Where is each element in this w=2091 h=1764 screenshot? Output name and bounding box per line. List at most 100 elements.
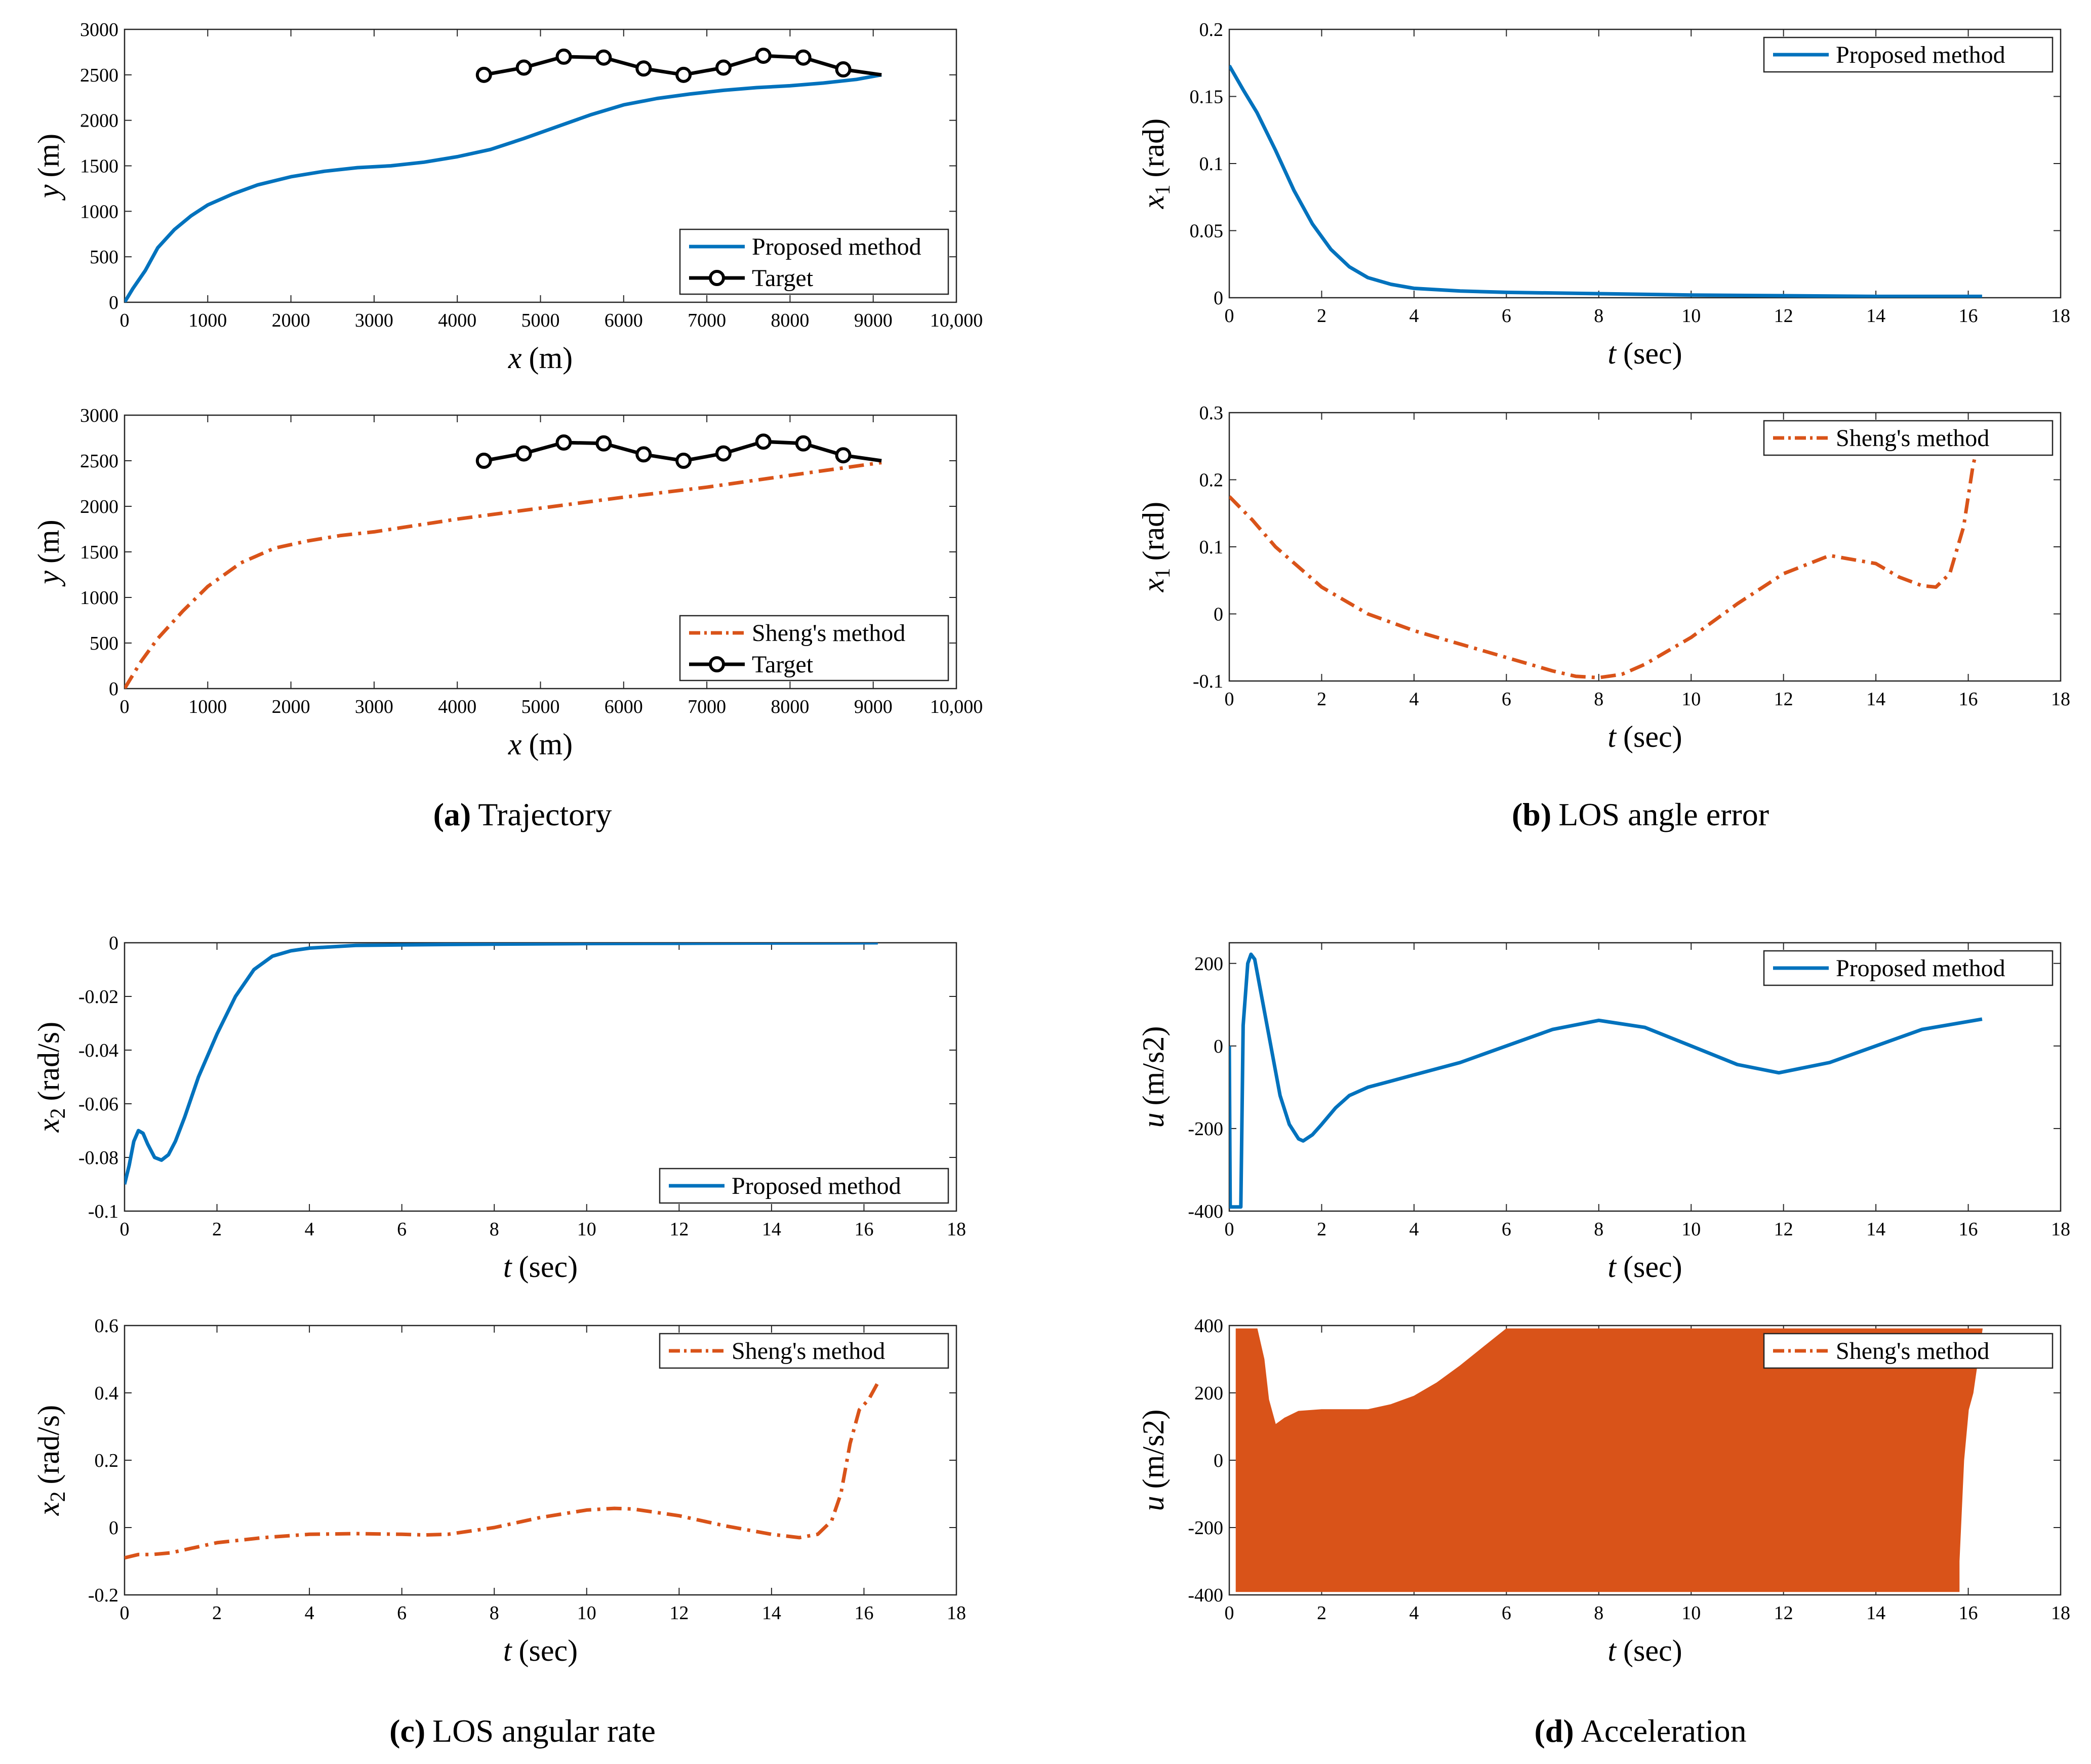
target-marker bbox=[795, 435, 812, 452]
x-tick-label: 0 bbox=[1225, 689, 1234, 710]
target-marker bbox=[555, 48, 572, 65]
x-axis-label: x (m) bbox=[508, 341, 573, 375]
x-tick-label: 6 bbox=[397, 1219, 407, 1240]
y-tick-label: 0 bbox=[109, 292, 118, 313]
series-line-proposed-method bbox=[125, 943, 878, 1185]
x-tick-label: 6 bbox=[1502, 1219, 1511, 1240]
y-axis-label: y(m) bbox=[32, 134, 65, 201]
target-marker bbox=[635, 446, 652, 463]
x-tick-label: 8 bbox=[1594, 689, 1603, 710]
series-line-proposed-method bbox=[125, 73, 882, 302]
caption-c-letter: (c) bbox=[389, 1713, 425, 1749]
chart-acceleration-sheng: 0 2 4 6 8 10 12 14 16 18 -400 -200 0 200 400 t (sec) u(m/… bbox=[1137, 1315, 2070, 1667]
y-tick-label: 0.05 bbox=[1190, 221, 1224, 242]
y-tick-label: 0.2 bbox=[1199, 19, 1224, 41]
x-tick-label: 0 bbox=[120, 1219, 130, 1240]
target-marker bbox=[515, 445, 532, 462]
chart-los-angular-rate-proposed: 0 2 4 6 8 10 12 14 16 18 -0.1 -0.08 -0.06 -0.04 -0.02 0… bbox=[32, 933, 966, 1284]
y-tick-label: 0 bbox=[1214, 1450, 1223, 1471]
x-tick-label: 18 bbox=[2051, 1219, 2070, 1240]
target-marker bbox=[835, 61, 852, 78]
x-tick-label: 16 bbox=[1959, 689, 1978, 710]
legend-box bbox=[679, 228, 949, 295]
y-tick-label: 0.1 bbox=[1199, 153, 1224, 175]
y-tick-label: -0.06 bbox=[78, 1094, 118, 1115]
legend: Sheng's method bbox=[1763, 1333, 2054, 1369]
x-tick-label: 4 bbox=[1409, 1219, 1419, 1240]
legend: Sheng's method bbox=[1763, 420, 2054, 456]
y-tick-label: 2500 bbox=[80, 451, 118, 472]
x-tick-label: 14 bbox=[1866, 689, 1885, 710]
x-tick-label: 8 bbox=[1594, 1602, 1603, 1624]
x-tick-label: 14 bbox=[762, 1602, 781, 1624]
x-tick-label: 2 bbox=[1317, 1219, 1326, 1240]
x-tick-label: 9000 bbox=[854, 310, 893, 331]
y-tick-label: -0.02 bbox=[78, 986, 118, 1008]
x-tick-label: 2 bbox=[1317, 305, 1326, 327]
y-tick-label: 0.2 bbox=[1199, 470, 1224, 491]
x-tick-label: 4 bbox=[1409, 689, 1419, 710]
x-tick-label: 18 bbox=[2051, 1602, 2070, 1624]
legend-label: Proposed method bbox=[732, 1173, 901, 1199]
legend: Sheng's method Target bbox=[679, 615, 949, 681]
x-tick-label: 6000 bbox=[605, 310, 643, 331]
legend: Proposed method bbox=[1763, 36, 2054, 73]
x-tick-label: 0 bbox=[1225, 1602, 1234, 1624]
x-tick-label: 18 bbox=[947, 1219, 966, 1240]
y-axis-label: x2(rad/s) bbox=[32, 1022, 70, 1133]
x-tick-label: 5000 bbox=[521, 696, 560, 717]
x-tick-label: 4 bbox=[1409, 1602, 1419, 1624]
y-tick-label: 2500 bbox=[80, 65, 118, 86]
legend-box bbox=[679, 615, 949, 681]
series-group bbox=[1229, 952, 1983, 1209]
x-tick-label: 10 bbox=[1681, 689, 1701, 710]
x-tick-label: 12 bbox=[1774, 1602, 1793, 1624]
chart-acceleration-proposed: 0 2 4 6 8 10 12 14 16 18 -400 -200 0 200 t (sec) u(m/s2)… bbox=[1137, 942, 2070, 1284]
y-tick-label: 0.3 bbox=[1199, 403, 1224, 424]
x-tick-label: 2 bbox=[212, 1602, 222, 1624]
legend: Proposed method Target bbox=[679, 228, 949, 295]
x-tick-label: 14 bbox=[1866, 1219, 1885, 1240]
x-tick-label: 6 bbox=[1502, 689, 1511, 710]
plot-area bbox=[124, 1325, 957, 1596]
series-group bbox=[125, 943, 878, 1185]
series-band-sheng bbox=[1235, 1328, 1983, 1592]
legend: Proposed method bbox=[659, 1168, 949, 1204]
y-tick-label: 200 bbox=[1194, 953, 1223, 975]
y-tick-label: 1500 bbox=[80, 542, 118, 563]
plot-area bbox=[124, 942, 957, 1212]
chart-trajectory-sheng: 0 1000 2000 3000 4000 5000 6000 7000 8000 9000 10,… bbox=[32, 405, 983, 761]
y-axis-label: y(m) bbox=[32, 519, 65, 587]
x-tick-label: 10 bbox=[1681, 1219, 1701, 1240]
x-tick-label: 8 bbox=[490, 1219, 499, 1240]
y-tick-label: 0.6 bbox=[95, 1315, 119, 1337]
x-tick-label: 0 bbox=[120, 310, 130, 331]
y-tick-label: -200 bbox=[1188, 1517, 1223, 1539]
target-marker bbox=[595, 435, 612, 452]
x-tick-label: 1000 bbox=[188, 310, 227, 331]
y-tick-label: -200 bbox=[1188, 1118, 1223, 1140]
caption-a-letter: (a) bbox=[433, 796, 471, 832]
x-axis-label: t (sec) bbox=[503, 1250, 578, 1284]
y-axis-label: u(m/s2) bbox=[1137, 1410, 1170, 1511]
x-tick-label: 4000 bbox=[438, 310, 476, 331]
series-group bbox=[125, 433, 882, 689]
series-group bbox=[1229, 64, 1982, 298]
y-tick-label: 400 bbox=[1194, 1315, 1223, 1337]
y-axis-label: x2(rad/s) bbox=[32, 1405, 70, 1516]
target-marker bbox=[675, 453, 692, 469]
y-tick-label: 0 bbox=[1214, 1036, 1223, 1057]
y-tick-label: 0 bbox=[109, 1517, 118, 1539]
plot-area bbox=[1228, 28, 2062, 299]
series-line-sheng-s-method bbox=[125, 1382, 879, 1560]
x-tick-label: 6 bbox=[1502, 1602, 1511, 1624]
x-tick-label: 1000 bbox=[188, 696, 227, 717]
x-axis-label: t (sec) bbox=[503, 1634, 578, 1667]
y-tick-label: 500 bbox=[90, 247, 118, 268]
target-marker bbox=[515, 59, 532, 76]
series-line-proposed-method bbox=[1229, 64, 1982, 298]
x-tick-label: 14 bbox=[1866, 305, 1885, 327]
y-tick-label: 1500 bbox=[80, 156, 118, 177]
x-tick-label: 8 bbox=[1594, 305, 1603, 327]
